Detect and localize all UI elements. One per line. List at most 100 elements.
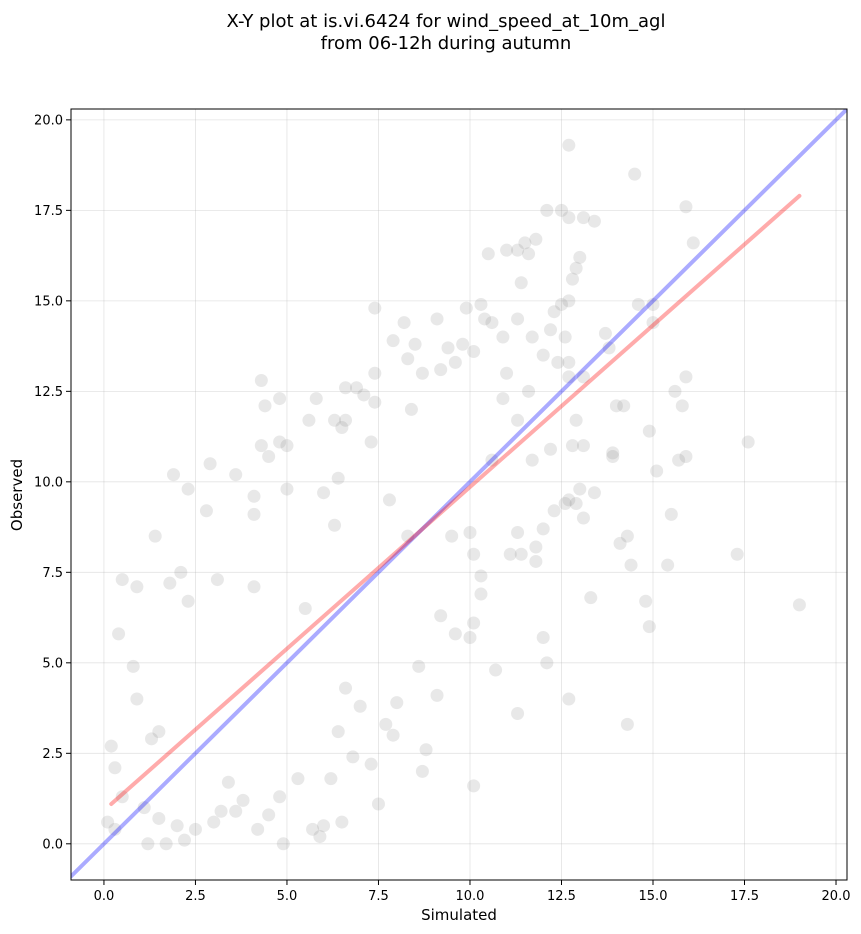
data-point xyxy=(207,815,221,829)
data-point xyxy=(350,381,364,395)
data-point xyxy=(522,384,536,398)
data-point xyxy=(152,725,166,739)
data-point xyxy=(540,656,554,670)
data-point xyxy=(650,464,664,478)
data-point xyxy=(573,482,587,496)
data-point xyxy=(430,312,444,326)
data-point xyxy=(631,297,645,311)
x-tick-label: 0.0 xyxy=(94,889,115,904)
x-tick-label: 12.5 xyxy=(547,889,576,904)
data-point xyxy=(390,696,404,710)
data-point xyxy=(346,750,360,764)
data-point xyxy=(145,732,159,746)
data-point xyxy=(188,822,202,836)
data-point xyxy=(562,294,576,308)
data-point xyxy=(368,301,382,315)
data-point xyxy=(639,594,653,608)
data-point xyxy=(529,540,543,554)
data-point xyxy=(397,316,411,330)
data-point xyxy=(617,399,631,413)
data-point xyxy=(229,468,243,482)
data-point xyxy=(415,764,429,778)
data-point xyxy=(445,529,459,543)
data-point xyxy=(401,352,415,366)
data-point xyxy=(368,366,382,380)
identity-line xyxy=(71,109,847,879)
data-point xyxy=(547,305,561,319)
x-tick-label: 17.5 xyxy=(730,889,759,904)
data-point xyxy=(262,449,276,463)
data-point xyxy=(247,489,261,503)
data-point xyxy=(576,370,590,384)
data-point xyxy=(137,801,151,815)
data-point xyxy=(646,316,660,330)
data-point xyxy=(328,518,342,532)
data-point xyxy=(511,526,525,540)
data-point xyxy=(379,717,393,731)
data-point xyxy=(576,439,590,453)
data-point xyxy=(203,457,217,471)
data-point xyxy=(101,815,115,829)
data-point xyxy=(467,547,481,561)
data-point xyxy=(181,594,195,608)
data-point xyxy=(536,348,550,362)
data-point xyxy=(511,413,525,427)
data-point xyxy=(668,384,682,398)
data-point xyxy=(148,529,162,543)
data-point xyxy=(280,482,294,496)
data-point xyxy=(562,138,576,152)
data-point xyxy=(642,620,656,634)
data-point xyxy=(792,598,806,612)
data-point xyxy=(467,345,481,359)
data-point xyxy=(679,449,693,463)
x-tick-label: 7.5 xyxy=(368,889,389,904)
data-point xyxy=(569,261,583,275)
data-point xyxy=(467,779,481,793)
data-point xyxy=(496,392,510,406)
data-point xyxy=(518,236,532,250)
data-point xyxy=(126,659,140,673)
data-point xyxy=(291,772,305,786)
x-tick-label: 5.0 xyxy=(277,889,298,904)
x-tick-label: 2.5 xyxy=(185,889,206,904)
data-point xyxy=(258,399,272,413)
x-axis-label: Simulated xyxy=(421,906,497,924)
data-point xyxy=(108,761,122,775)
data-point xyxy=(569,413,583,427)
data-point xyxy=(511,312,525,326)
data-point xyxy=(558,497,572,511)
x-tick-label: 15.0 xyxy=(639,889,668,904)
data-point xyxy=(317,819,331,833)
data-point xyxy=(419,743,433,757)
data-point xyxy=(247,580,261,594)
x-axis-ticks: 0.0 2.5 5.0 7.5 10.0 12.5 15.0 17.5 20.0 xyxy=(94,880,850,904)
data-point xyxy=(587,214,601,228)
data-point xyxy=(620,717,634,731)
x-tick-label: 10.0 xyxy=(456,889,485,904)
data-point xyxy=(309,392,323,406)
data-point xyxy=(210,573,224,587)
data-point xyxy=(514,276,528,290)
data-point xyxy=(562,692,576,706)
y-tick-label: 2.5 xyxy=(42,747,63,762)
y-tick-label: 5.0 xyxy=(42,656,63,671)
data-point xyxy=(547,504,561,518)
data-point xyxy=(529,554,543,568)
data-point xyxy=(554,297,568,311)
data-point xyxy=(474,587,488,601)
data-point xyxy=(511,243,525,257)
data-points xyxy=(101,138,806,851)
data-point xyxy=(404,402,418,416)
data-point xyxy=(536,522,550,536)
data-point xyxy=(386,728,400,742)
data-point xyxy=(624,558,638,572)
data-point xyxy=(606,449,620,463)
y-axis-label: Observed xyxy=(8,459,26,531)
data-point xyxy=(306,822,320,836)
data-point xyxy=(115,573,129,587)
data-point xyxy=(313,830,327,844)
data-point xyxy=(331,471,345,485)
data-point xyxy=(741,435,755,449)
data-point xyxy=(441,341,455,355)
data-point xyxy=(474,297,488,311)
